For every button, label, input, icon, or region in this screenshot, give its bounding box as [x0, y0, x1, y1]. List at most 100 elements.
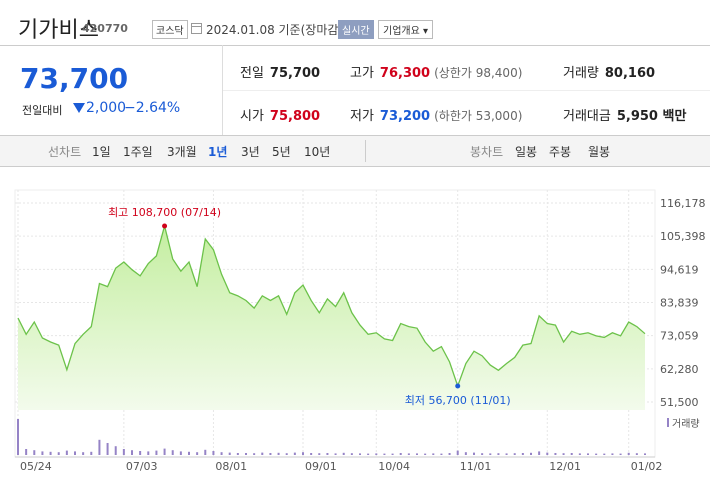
period-tab[interactable]: 10년 — [304, 145, 331, 159]
y-tick-label: 116,178 — [660, 197, 706, 210]
stat-value: 75,800 — [269, 109, 321, 124]
y-tick-label: 83,839 — [660, 297, 699, 310]
stat: 고가 76,300 (상한가 98,400) — [350, 62, 522, 81]
volume-bar — [179, 451, 182, 455]
tab-label: 선차트 — [48, 145, 82, 159]
volume-bar — [562, 453, 565, 455]
candle-tab[interactable]: 일봉 — [515, 145, 538, 159]
stat-value: 5,950 백만 — [616, 109, 687, 124]
volume-bar — [367, 453, 370, 455]
volume-bar — [464, 452, 467, 455]
volume-bar — [481, 453, 484, 455]
volume-bar — [277, 452, 280, 455]
stat: 전일 75,700 — [240, 62, 320, 81]
low-label: 최저 56,700 (11/01) — [405, 394, 511, 407]
chart: 116,178 105,398 94,619 83,839 73,059 62,280 51… — [14, 189, 706, 473]
market-tag: 코스닥 — [152, 20, 188, 39]
stat: 저가 73,200 (하한가 53,000) — [350, 105, 522, 124]
volume-bar — [155, 450, 158, 455]
volume-bar — [33, 450, 36, 455]
volume-bar — [521, 453, 524, 455]
volume-bar — [505, 453, 508, 455]
overview-button[interactable]: 기업개요 ▾ — [378, 20, 434, 39]
stat-value: 75,700 — [269, 66, 321, 81]
volume-bar — [82, 452, 85, 455]
volume-bar — [131, 450, 133, 455]
volume-bar — [359, 453, 361, 455]
volume-bar — [106, 443, 109, 455]
volume-bar — [644, 453, 646, 455]
period-tab[interactable]: 1주일 — [123, 145, 153, 159]
stat-value: 73,200 — [379, 109, 431, 124]
period-tab[interactable]: 3개월 — [167, 145, 197, 159]
x-tick-label: 10/04 — [378, 460, 410, 473]
price-line — [17, 223, 646, 388]
volume-bar — [416, 453, 418, 455]
volume-bar — [293, 452, 296, 455]
volume-bar — [261, 452, 264, 455]
x-tick-label: 11/01 — [460, 460, 492, 473]
volume-bar — [90, 451, 93, 455]
legend-swatch — [667, 418, 669, 427]
volume-bar — [269, 453, 272, 455]
volume-bar — [530, 452, 532, 455]
x-tick-label: 01/02 — [631, 460, 663, 473]
volume-bar — [57, 452, 60, 455]
period-tab[interactable]: 3년 — [241, 145, 260, 159]
volume-bar — [513, 453, 516, 455]
volume-bar — [171, 450, 174, 455]
volume-bar — [114, 446, 117, 455]
stock-code: 420770 — [82, 22, 128, 35]
y-tick-label: 51,500 — [660, 396, 699, 409]
x-tick-label: 09/01 — [305, 460, 337, 473]
volume-bar — [611, 453, 614, 455]
volume-bar — [342, 452, 345, 455]
tab-label: 봉차트 — [470, 145, 504, 159]
volume-bar — [424, 453, 427, 455]
volume-bar — [350, 453, 353, 455]
volume-bar — [375, 453, 378, 455]
volume-bar — [578, 453, 581, 455]
overview-text: 기업개요 — [383, 26, 420, 37]
volume-bar — [139, 451, 142, 455]
price: 73,700 — [20, 62, 129, 95]
high-point — [162, 223, 168, 229]
volume-bar — [326, 453, 329, 455]
period-tab[interactable]: 1년 — [208, 145, 228, 159]
volume-bar — [456, 450, 459, 455]
stat-note: (하한가 53,000) — [434, 109, 523, 123]
volume-bar — [546, 452, 549, 455]
date: 2024.01.08 기준(장마감) — [206, 23, 344, 37]
volume-bar — [49, 451, 52, 455]
volume-bar — [489, 453, 492, 455]
volume-bar — [497, 453, 500, 455]
volume-bar — [25, 449, 28, 455]
stat-value: 76,300 — [379, 66, 431, 81]
stat: 거래량 80,160 — [563, 62, 655, 81]
volume-bar — [627, 452, 630, 455]
volume-bar — [228, 452, 231, 455]
stat-note: (상한가 98,400) — [434, 66, 523, 80]
candle-tab[interactable]: 주봉 — [549, 145, 572, 159]
volume-bar — [253, 453, 256, 455]
volume-bar — [98, 439, 101, 455]
y-tick-label: 73,059 — [660, 330, 699, 343]
candle-tab[interactable]: 월봉 — [588, 145, 611, 159]
period-tab[interactable]: 1일 — [92, 145, 111, 159]
volume-bar — [407, 453, 410, 455]
volume-bar — [285, 453, 288, 455]
volume-bar — [147, 451, 150, 455]
volume-bar — [554, 453, 557, 455]
volume-bar — [188, 451, 190, 455]
period-tab[interactable]: 5년 — [272, 145, 291, 159]
volume-bar — [310, 453, 313, 455]
legend-label: 거래량 — [672, 418, 700, 430]
tab-bar — [0, 136, 710, 167]
realtime-button[interactable]: 실시간 — [338, 20, 374, 39]
calendar-icon — [191, 23, 202, 34]
volume-bar — [41, 451, 44, 455]
quote-box — [0, 45, 710, 136]
stat-value: 80,160 — [604, 66, 656, 81]
volume-bar — [302, 452, 304, 455]
volume-bar — [570, 453, 573, 455]
